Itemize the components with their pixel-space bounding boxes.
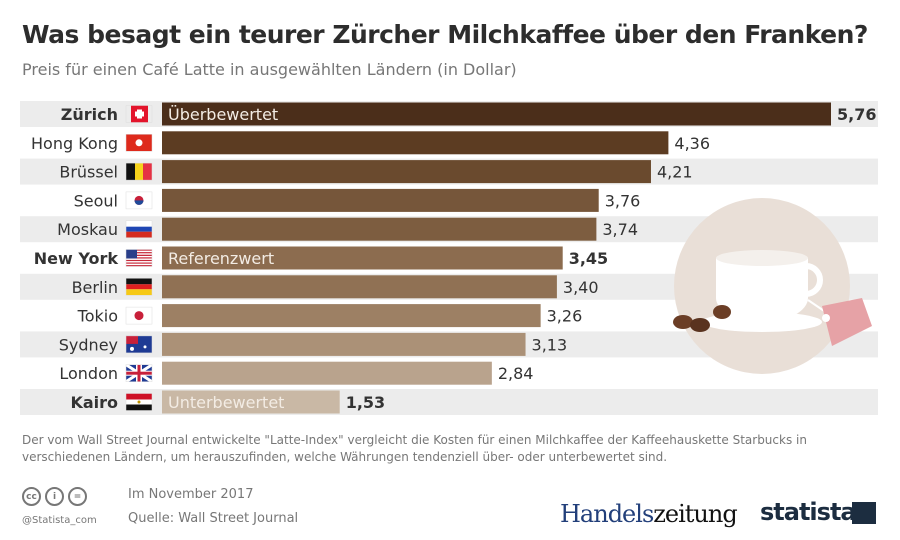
chart-title: Was besagt ein teurer Zürcher Milchkaffe… <box>22 20 868 49</box>
bar <box>162 361 492 385</box>
value-label: 3,26 <box>547 307 583 326</box>
value-label: 4,36 <box>674 134 710 153</box>
category-label: Kairo <box>70 393 118 412</box>
value-label: 3,40 <box>563 278 599 297</box>
value-label: 3,76 <box>605 191 641 210</box>
category-label: Hong Kong <box>31 134 118 153</box>
category-label: Berlin <box>72 278 118 297</box>
value-label: 2,84 <box>498 364 534 383</box>
value-label: 3,13 <box>532 335 568 354</box>
bar <box>162 131 669 155</box>
bar-row-london: London 2,84 <box>59 361 534 385</box>
bar-chart: Zürich 5,76 Überbewertet Hong Kong 4,36 Brüss… <box>20 101 878 415</box>
flag-icon-germany <box>125 278 153 296</box>
bar <box>162 304 541 328</box>
bar <box>162 390 340 414</box>
bar-row-seoul: Seoul 3,76 <box>74 188 641 212</box>
flag-icon-australia <box>125 335 153 354</box>
value-label: 1,53 <box>346 393 385 412</box>
bar-row-zürich: Zürich 5,76 Überbewertet <box>20 101 878 127</box>
bar <box>162 275 557 299</box>
flag-icon-switzerland <box>125 105 153 123</box>
flag-icon-japan <box>125 306 153 325</box>
flag-icon-hong-kong <box>125 134 153 152</box>
cc-icon: cc <box>22 487 41 506</box>
bar-row-hong-kong: Hong Kong 4,36 <box>31 131 710 155</box>
bar <box>162 332 526 356</box>
category-label: Sydney <box>59 335 118 354</box>
bar-row-brüssel: Brüssel 4,21 <box>20 158 878 185</box>
coffee-cup-illustration <box>673 198 872 374</box>
category-label: London <box>59 364 118 383</box>
flag-icon-south-korea <box>125 191 153 210</box>
bar <box>162 188 599 212</box>
flag-icon-uk <box>125 363 153 383</box>
release-date: Im November 2017 <box>128 487 254 502</box>
statista-logo-icon <box>852 502 876 524</box>
flag-icon-egypt <box>125 393 153 411</box>
category-label: New York <box>34 249 119 268</box>
flag-icon-russia <box>125 220 153 238</box>
category-label: Tokio <box>77 307 118 326</box>
statista-handle: @Statista_com <box>22 515 97 526</box>
bar <box>162 160 651 184</box>
bar-annotation: Unterbewertet <box>168 393 284 412</box>
source: Quelle: Wall Street Journal <box>128 511 299 526</box>
category-label: Brüssel <box>59 163 118 182</box>
bar-annotation: Überbewertet <box>168 105 278 124</box>
bar-annotation: Referenzwert <box>168 249 274 268</box>
bar <box>162 246 563 270</box>
handelszeitung-logo[interactable]: Handelszeitung <box>560 500 738 528</box>
bar <box>162 102 831 126</box>
value-label: 3,74 <box>602 220 638 239</box>
category-label: Zürich <box>61 105 118 124</box>
license-icons: cc i = <box>22 487 87 506</box>
bar-row-kairo: Kairo 1,53 Unterbewertet <box>20 389 878 415</box>
flag-icon-usa <box>125 249 153 268</box>
bar-row-new-york: New York 3,45 Referenzwert <box>34 246 608 270</box>
category-label: Moskau <box>57 220 118 239</box>
statista-logo[interactable]: statista <box>760 498 857 526</box>
flag-icon-belgium <box>125 162 153 181</box>
value-label: 4,21 <box>657 163 693 182</box>
category-label: Seoul <box>74 191 118 210</box>
bar <box>162 217 597 241</box>
chart-subtitle: Preis für einen Café Latte in ausgewählt… <box>22 60 517 79</box>
noderivs-icon: = <box>68 487 87 506</box>
bar-row-tokio: Tokio 3,26 <box>77 304 583 328</box>
value-label: 5,76 <box>837 105 876 124</box>
attribution-icon: i <box>45 487 64 506</box>
footnote: Der vom Wall Street Journal entwickelte … <box>22 433 807 464</box>
value-label: 3,45 <box>569 249 608 268</box>
